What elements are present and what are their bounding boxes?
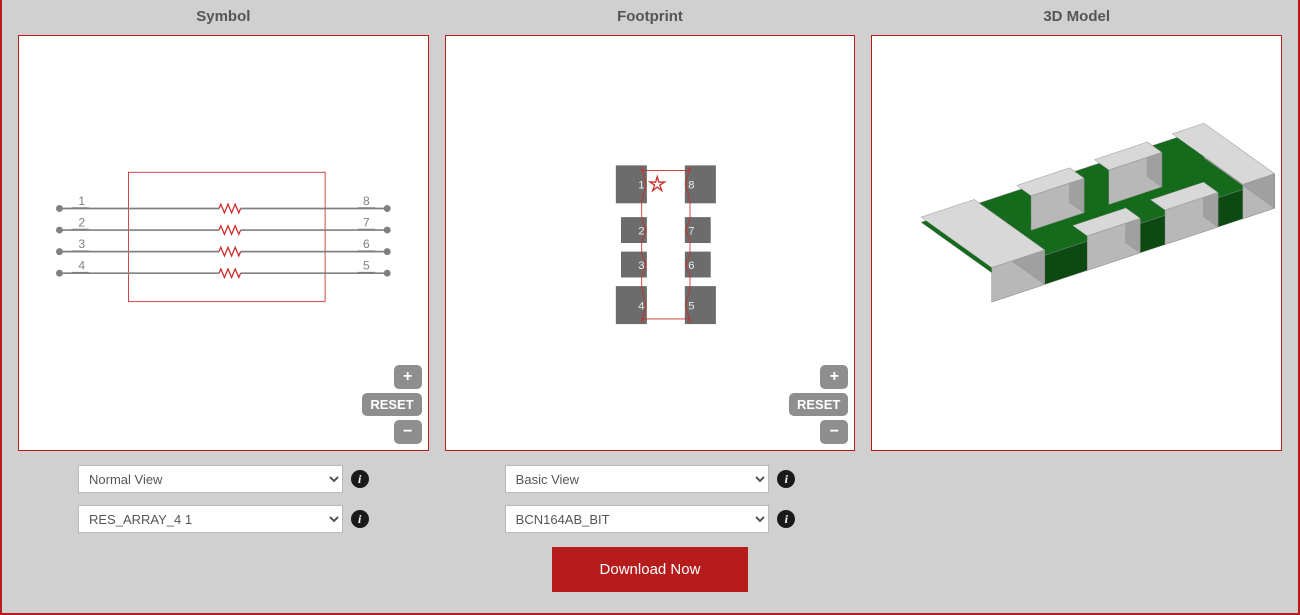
symbol-name-select[interactable]: RES_ARRAY_4 1 <box>78 505 343 533</box>
svg-text:3: 3 <box>78 237 85 251</box>
svg-text:1: 1 <box>78 194 85 208</box>
svg-text:1: 1 <box>638 180 644 192</box>
footprint-zoom-out-button[interactable]: − <box>820 420 848 444</box>
svg-text:6: 6 <box>688 260 694 272</box>
symbol-reset-button[interactable]: RESET <box>362 393 421 416</box>
svg-text:4: 4 <box>638 300 644 312</box>
header-symbol: Symbol <box>18 0 429 35</box>
info-icon[interactable]: i <box>351 510 369 528</box>
model3d-panel[interactable] <box>871 35 1282 451</box>
info-icon[interactable]: i <box>351 470 369 488</box>
footprint-name-select[interactable]: BCN164AB_BIT <box>505 505 770 533</box>
symbol-panel[interactable]: 1 8 2 7 3 6 4 5 + RESET − <box>18 35 429 451</box>
header-3d-model: 3D Model <box>871 0 1282 35</box>
svg-text:7: 7 <box>363 216 370 230</box>
header-footprint: Footprint <box>445 0 856 35</box>
svg-text:8: 8 <box>363 194 370 208</box>
svg-text:4: 4 <box>78 259 85 273</box>
minus-icon: − <box>830 423 839 441</box>
svg-text:6: 6 <box>363 237 370 251</box>
svg-text:5: 5 <box>688 300 694 312</box>
symbol-zoom-out-button[interactable]: − <box>394 420 422 444</box>
footprint-zoom-in-button[interactable]: + <box>820 365 848 389</box>
svg-text:5: 5 <box>363 259 370 273</box>
symbol-view-select[interactable]: Normal View <box>78 465 343 493</box>
footprint-reset-button[interactable]: RESET <box>789 393 848 416</box>
footprint-panel[interactable]: 12348765 + RESET − <box>445 35 856 451</box>
plus-icon: + <box>403 368 412 386</box>
download-now-button[interactable]: Download Now <box>552 547 749 592</box>
symbol-zoom-in-button[interactable]: + <box>394 365 422 389</box>
minus-icon: − <box>403 423 412 441</box>
model3d-canvas <box>872 36 1281 450</box>
plus-icon: + <box>830 368 839 386</box>
info-icon[interactable]: i <box>777 510 795 528</box>
info-icon[interactable]: i <box>777 470 795 488</box>
svg-text:2: 2 <box>78 216 85 230</box>
svg-text:7: 7 <box>688 225 694 237</box>
footprint-view-select[interactable]: Basic View <box>505 465 770 493</box>
svg-text:8: 8 <box>688 180 694 192</box>
